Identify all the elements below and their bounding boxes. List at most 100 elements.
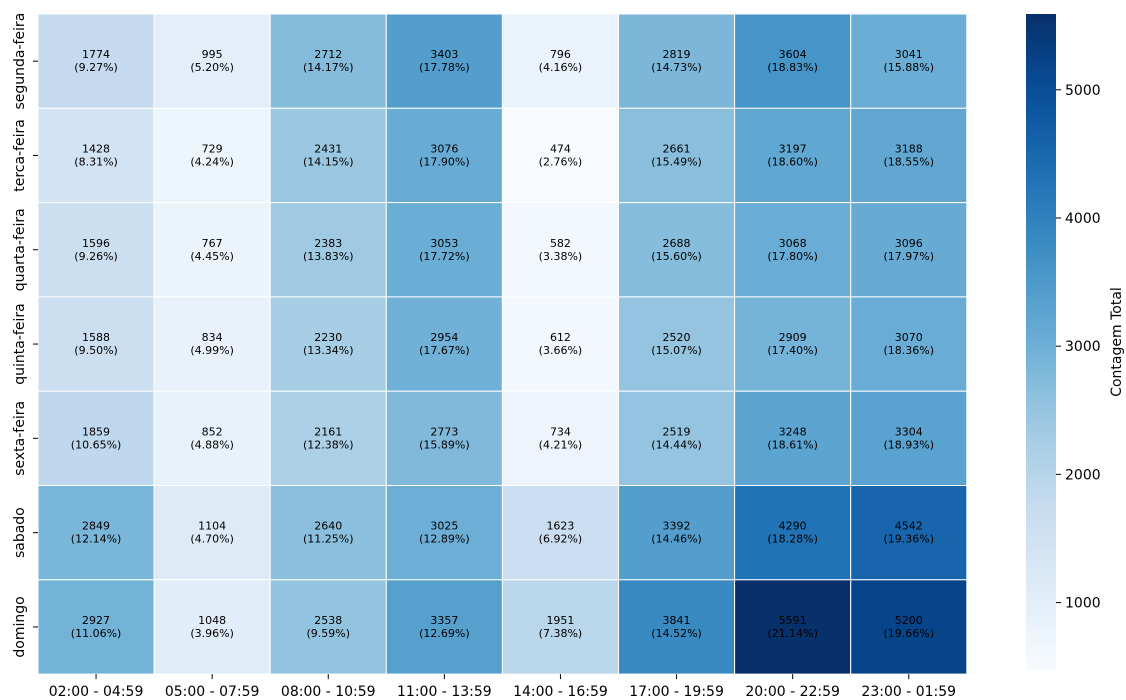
cell-percent-label: (14.44%) <box>651 438 702 451</box>
cell-value-label: 3053 <box>430 237 458 250</box>
cell-percent-label: (19.36%) <box>883 533 934 546</box>
heatmap-cell <box>37 13 155 109</box>
heatmap-cell <box>734 485 852 581</box>
heatmap-cell <box>501 202 619 298</box>
cell-percent-label: (11.25%) <box>303 533 354 546</box>
heatmap-cell <box>734 296 852 392</box>
heatmap-cell <box>153 579 271 675</box>
cell-value-label: 767 <box>202 237 223 250</box>
cell-percent-label: (14.46%) <box>651 533 702 546</box>
cell-value-label: 729 <box>202 142 223 155</box>
heatmap-cell <box>734 390 852 487</box>
heatmap-cell <box>618 202 736 298</box>
cell-value-label: 3304 <box>895 425 923 438</box>
cell-value-label: 3248 <box>779 425 807 438</box>
heatmap-cell <box>153 485 271 581</box>
cell-percent-label: (13.34%) <box>303 344 354 357</box>
cell-value-label: 1048 <box>198 614 226 627</box>
colorbar-tick-label: 4000 <box>1065 211 1101 227</box>
x-tick-label: 05:00 - 07:59 <box>165 684 260 700</box>
cell-percent-label: (12.14%) <box>71 533 122 546</box>
heatmap-cell <box>850 107 968 204</box>
heatmap-cell <box>269 390 387 487</box>
cell-percent-label: (3.38%) <box>539 250 583 263</box>
cell-percent-label: (3.66%) <box>539 344 583 357</box>
cell-value-label: 796 <box>550 48 571 61</box>
cell-value-label: 1623 <box>546 520 574 533</box>
colorbar-ticks: 1000 2000 3000 4000 5000 <box>1056 83 1101 612</box>
heatmap-cell <box>37 202 155 298</box>
heatmap-cell <box>734 579 852 675</box>
cell-value-label: 3604 <box>779 48 807 61</box>
colorbar-gradient <box>1026 14 1056 670</box>
heatmap-cell <box>37 296 155 392</box>
heatmap-cell <box>850 579 968 675</box>
cell-percent-label: (12.38%) <box>303 438 354 451</box>
cell-percent-label: (14.73%) <box>651 61 702 74</box>
cell-value-label: 5200 <box>895 614 923 627</box>
cell-percent-label: (4.16%) <box>539 61 583 74</box>
cell-value-label: 2383 <box>314 237 342 250</box>
heatmap-cell <box>618 485 736 581</box>
x-axis-labels: 02:00 - 04:59 05:00 - 07:59 08:00 - 10:59 1… <box>49 674 956 700</box>
cell-value-label: 2519 <box>663 425 691 438</box>
heatmap-cell <box>269 13 387 109</box>
cell-percent-label: (14.17%) <box>303 61 354 74</box>
cell-percent-label: (9.26%) <box>74 250 118 263</box>
heatmap-cell <box>385 107 503 204</box>
heatmap-cell <box>153 13 271 109</box>
cell-percent-label: (4.70%) <box>190 533 234 546</box>
cell-percent-label: (17.67%) <box>419 344 470 357</box>
cell-percent-label: (18.36%) <box>883 344 934 357</box>
cell-value-label: 2431 <box>314 142 342 155</box>
cell-value-label: 2819 <box>663 48 691 61</box>
cell-percent-label: (17.72%) <box>419 250 470 263</box>
cell-percent-label: (14.52%) <box>651 627 702 640</box>
cell-percent-label: (17.40%) <box>767 344 818 357</box>
cell-percent-label: (10.65%) <box>71 438 122 451</box>
heatmap-cell <box>37 579 155 675</box>
y-axis-labels: segunda-feira terca-feira quarta-feira quin… <box>12 13 38 658</box>
cell-percent-label: (17.80%) <box>767 250 818 263</box>
x-tick-label: 11:00 - 13:59 <box>397 684 492 700</box>
cell-percent-label: (4.99%) <box>190 344 234 357</box>
y-tick-label: segunda-feira <box>12 13 28 110</box>
cell-percent-label: (6.92%) <box>539 533 583 546</box>
heatmap-cell <box>385 390 503 487</box>
cell-value-label: 1951 <box>546 614 574 627</box>
heatmap-cell <box>618 107 736 204</box>
cell-value-label: 582 <box>550 237 571 250</box>
cell-percent-label: (15.89%) <box>419 438 470 451</box>
colorbar-tick-label: 5000 <box>1065 83 1101 99</box>
cell-value-label: 3403 <box>430 48 458 61</box>
x-tick-label: 20:00 - 22:59 <box>745 684 840 700</box>
heatmap-cell <box>501 296 619 392</box>
cell-value-label: 3357 <box>430 614 458 627</box>
cell-percent-label: (18.61%) <box>767 438 818 451</box>
cell-percent-label: (17.90%) <box>419 155 470 168</box>
heatmap-cell <box>501 485 619 581</box>
heatmap-cell <box>850 485 968 581</box>
cell-percent-label: (3.96%) <box>190 627 234 640</box>
cell-percent-label: (4.24%) <box>190 155 234 168</box>
cell-percent-label: (8.31%) <box>74 155 118 168</box>
cell-value-label: 2161 <box>314 425 342 438</box>
colorbar: 1000 2000 3000 4000 5000 Contagem Total <box>1026 14 1125 670</box>
cell-value-label: 2688 <box>663 237 691 250</box>
cell-value-label: 1104 <box>198 520 226 533</box>
cell-percent-label: (7.38%) <box>539 627 583 640</box>
cell-value-label: 834 <box>202 331 223 344</box>
cell-percent-label: (15.60%) <box>651 250 702 263</box>
cell-value-label: 1428 <box>82 142 110 155</box>
cell-value-label: 2927 <box>82 614 110 627</box>
y-tick-label: sabado <box>12 507 28 558</box>
cell-value-label: 2909 <box>779 331 807 344</box>
heatmap-cell <box>269 296 387 392</box>
heatmap-cell <box>153 107 271 204</box>
cell-value-label: 3096 <box>895 237 923 250</box>
cell-value-label: 3070 <box>895 331 923 344</box>
cell-value-label: 1596 <box>82 237 110 250</box>
heatmap-cell <box>269 485 387 581</box>
cell-value-label: 2773 <box>430 425 458 438</box>
x-tick-label: 23:00 - 01:59 <box>861 684 956 700</box>
